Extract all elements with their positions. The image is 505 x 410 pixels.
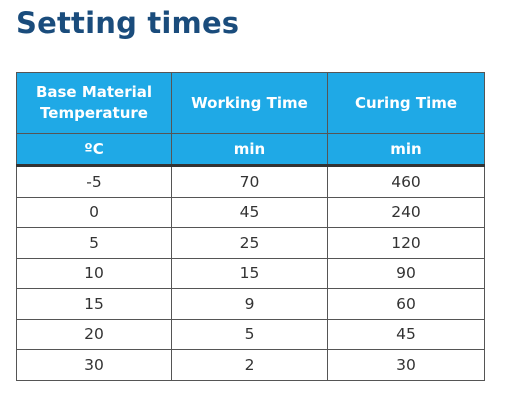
table-row: 10 15 90 (16, 257, 485, 289)
cell-temperature: 15 (16, 288, 172, 320)
cell-working-time: 2 (171, 349, 328, 381)
cell-temperature: 5 (16, 227, 172, 259)
cell-working-time: 70 (171, 165, 328, 198)
cell-curing-time: 460 (327, 165, 485, 198)
table-row: 15 9 60 (16, 288, 485, 320)
cell-curing-time: 240 (327, 196, 485, 228)
cell-working-time: 9 (171, 288, 328, 320)
unit-curing-time: min (327, 133, 485, 167)
cell-curing-time: 60 (327, 288, 485, 320)
cell-temperature: -5 (16, 165, 172, 198)
setting-times-table: Base Material Temperature Working Time C… (16, 72, 485, 381)
cell-temperature: 10 (16, 257, 172, 289)
column-header-working-time: Working Time (171, 72, 328, 134)
cell-working-time: 25 (171, 227, 328, 259)
setting-times-table-container: Base Material Temperature Working Time C… (16, 72, 485, 381)
cell-temperature: 0 (16, 196, 172, 228)
cell-working-time: 5 (171, 318, 328, 350)
table-row: 0 45 240 (16, 196, 485, 228)
cell-temperature: 20 (16, 318, 172, 350)
column-header-temperature: Base Material Temperature (16, 72, 172, 134)
page-title: Setting times (16, 6, 240, 40)
table-row: -5 70 460 (16, 165, 485, 198)
cell-temperature: 30 (16, 349, 172, 381)
cell-working-time: 45 (171, 196, 328, 228)
column-header-curing-time: Curing Time (327, 72, 485, 134)
table-row: 5 25 120 (16, 227, 485, 259)
unit-working-time: min (171, 133, 328, 167)
cell-curing-time: 45 (327, 318, 485, 350)
unit-temperature: ºC (16, 133, 172, 167)
cell-curing-time: 90 (327, 257, 485, 289)
cell-curing-time: 30 (327, 349, 485, 381)
cell-curing-time: 120 (327, 227, 485, 259)
cell-working-time: 15 (171, 257, 328, 289)
table-units-row: ºC min min (16, 133, 485, 167)
table-row: 30 2 30 (16, 349, 485, 381)
table-row: 20 5 45 (16, 318, 485, 350)
table-header-row: Base Material Temperature Working Time C… (16, 72, 485, 134)
